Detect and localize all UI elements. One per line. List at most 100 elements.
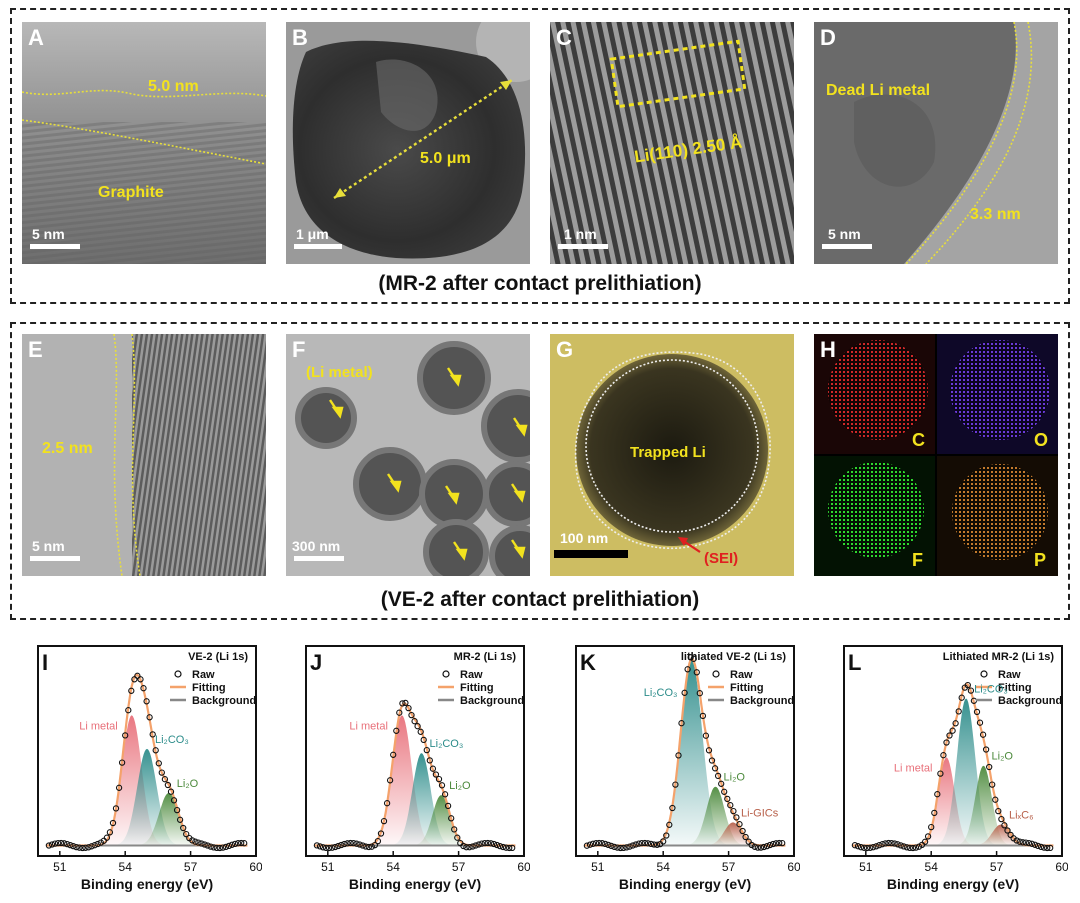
legend-entry: Fitting	[998, 682, 1032, 694]
raw-point	[183, 830, 190, 838]
scalebar-e	[30, 556, 80, 561]
raw-point	[608, 842, 615, 850]
chart-title: MR-2 (Li 1s)	[454, 651, 517, 663]
raw-point	[940, 752, 947, 759]
map-label-f: F	[912, 550, 923, 570]
raw-point	[122, 732, 129, 739]
legend-entry: Background	[192, 695, 256, 707]
chart-title: VE-2 (Li 1s)	[188, 651, 248, 663]
raw-point	[390, 751, 397, 758]
raw-point	[448, 815, 455, 822]
raw-point	[487, 840, 495, 847]
raw-point	[45, 842, 53, 849]
raw-point	[198, 840, 205, 847]
map-label-p: P	[1034, 550, 1047, 570]
raw-point	[109, 819, 117, 827]
raw-point	[952, 720, 959, 727]
raw-point	[158, 769, 165, 776]
raw-point	[979, 731, 987, 738]
raw-point	[149, 731, 156, 738]
raw-point	[313, 842, 321, 849]
x-tick-label: 54	[387, 860, 401, 874]
component-peak-li2co3	[889, 698, 1043, 846]
raw-point	[460, 842, 467, 850]
raw-point	[894, 841, 901, 848]
raw-point	[137, 676, 144, 683]
raw-point	[928, 823, 935, 831]
panel-a-tem: A 5.0 nm Graphite 5 nm	[22, 22, 266, 264]
annotation-sei: (SEI)	[704, 550, 739, 567]
x-tick-label: 57	[452, 860, 466, 874]
raw-point	[417, 728, 424, 735]
raw-point	[329, 844, 336, 851]
legend-entry: Raw	[192, 669, 215, 681]
raw-point	[958, 694, 965, 701]
raw-point	[653, 841, 661, 848]
raw-point	[192, 838, 199, 845]
x-tick-label: 51	[53, 860, 67, 874]
raw-point	[167, 788, 175, 795]
raw-point	[85, 844, 92, 851]
chart-letter: I	[42, 650, 49, 675]
raw-point	[231, 840, 239, 848]
raw-point	[696, 690, 703, 697]
raw-point	[88, 843, 95, 850]
raw-point	[663, 832, 670, 839]
panel-label-b: B	[292, 25, 308, 50]
raw-point	[779, 839, 786, 847]
raw-point	[675, 752, 682, 759]
scalebar-label-b: 1 μm	[296, 226, 329, 242]
raw-point	[57, 839, 65, 847]
raw-point	[647, 840, 655, 848]
panel-f-tem: F (Li metal) 300 nm	[286, 334, 530, 576]
raw-point	[365, 843, 372, 851]
raw-point	[420, 736, 427, 744]
raw-point	[949, 727, 956, 734]
raw-point	[626, 843, 633, 850]
raw-point	[897, 842, 904, 849]
component-peak-li2o	[639, 786, 792, 846]
raw-point	[592, 840, 600, 847]
raw-point	[426, 757, 433, 764]
legend-entry: Fitting	[460, 682, 494, 694]
raw-point	[201, 841, 208, 848]
raw-point	[94, 840, 101, 848]
raw-point	[769, 840, 777, 848]
raw-point	[128, 687, 135, 694]
raw-point	[766, 841, 774, 849]
raw-point	[934, 791, 941, 798]
raw-point	[216, 844, 223, 852]
component-peak-li2co3	[615, 660, 768, 846]
raw-point	[611, 843, 618, 851]
scalebar-label-a: 5 nm	[32, 226, 65, 242]
panel-h-eds-maps: H C O F P	[814, 334, 1058, 576]
raw-point	[472, 842, 479, 849]
raw-point	[721, 788, 728, 795]
raw-point	[973, 708, 981, 716]
raw-point	[943, 739, 950, 746]
raw-point	[506, 844, 513, 852]
raw-point	[234, 840, 242, 847]
raw-point	[879, 841, 886, 848]
x-axis-label: Binding energy (eV)	[348, 876, 482, 892]
raw-point	[356, 841, 363, 848]
annotation-trapped-li: Trapped Li	[630, 444, 706, 461]
raw-point	[599, 840, 606, 847]
raw-point	[106, 829, 114, 836]
raw-point	[924, 833, 932, 840]
raw-point	[937, 770, 944, 777]
raw-point	[73, 843, 80, 851]
raw-point	[1022, 839, 1029, 846]
x-tick-label: 57	[990, 860, 1004, 874]
raw-point	[882, 840, 889, 847]
panel-label-g: G	[556, 337, 574, 362]
raw-point	[595, 839, 603, 847]
raw-point	[669, 804, 676, 812]
x-tick-label: 60	[517, 860, 530, 874]
raw-point	[1013, 837, 1020, 844]
raw-point	[1025, 839, 1033, 847]
scalebar-label-d: 5 nm	[828, 226, 861, 242]
raw-point	[350, 839, 357, 847]
raw-point	[684, 666, 691, 673]
panel-b-tem: B 5.0 μm 1 μm	[286, 22, 530, 264]
